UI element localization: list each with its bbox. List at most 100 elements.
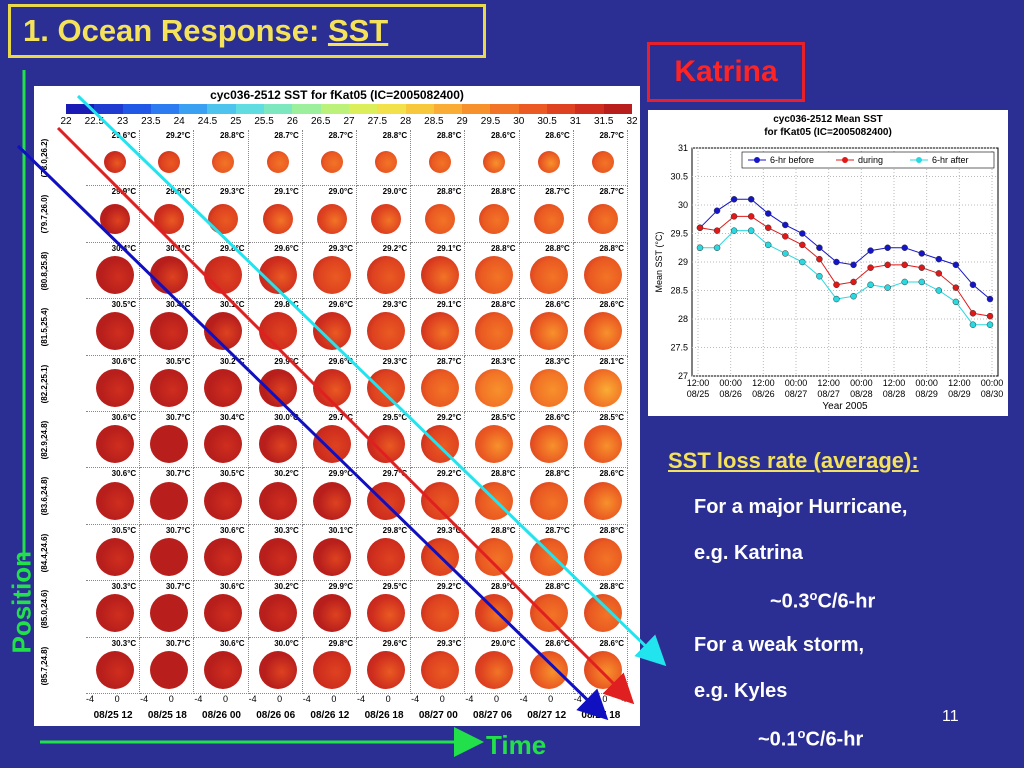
mean-sst-chart: cyc036-2512 Mean SST for fKat05 (IC=20050… [648,110,1008,416]
sst-map-cell: 29.5°C [357,412,412,469]
sst-disc [583,312,622,351]
sst-map-cell: 29.2°C [140,130,195,187]
sst-value-label: 28.5°C [599,413,624,422]
colorbar-tick-label: 25 [230,116,242,127]
row-position-label: (85.7,24.8) [40,646,49,686]
sst-value-label: 29.6°C [165,187,191,197]
sst-disc [96,425,135,464]
sst-disc [312,255,351,294]
time-label-tick: 08/27 06 [473,710,512,721]
sst-disc [312,481,351,520]
series-point [850,292,857,300]
x-tick-label: 0 [331,694,337,704]
y-tick-label: 30 [678,200,688,210]
sst-map-cell: 29.9°C [248,355,303,412]
series-point [986,295,994,303]
sst-value-label: 28.8°C [382,131,408,140]
note-line-major: For a major Hurricane, [694,496,908,518]
colorbar-swatch [575,104,604,114]
slide-title: 1. Ocean Response: SST [8,4,486,58]
sst-disc [258,425,297,464]
x-tick-date: 08/27 [817,389,840,399]
series-point [782,250,789,257]
sst-disc [421,312,460,351]
sst-disc [529,594,568,633]
sst-disc [312,537,351,576]
sst-value-label: 29.0°C [328,187,353,197]
sst-value-label: 29.1°C [274,187,299,197]
sst-map-cell: 28.6°C [519,637,574,694]
sst-map-cell: 29.0°C [357,186,412,243]
sst-map-cell: 29.7°C [357,468,412,525]
sst-map-cell: 28.8°C [465,186,520,243]
sst-value-label: 28.6°C [599,638,624,648]
sst-value-label: 30.6°C [111,469,137,479]
sst-map-cell: 28.8°C [573,581,628,638]
sst-value-label: 30.2°C [220,356,245,366]
sst-value-label: 28.8°C [491,300,516,310]
sst-value-label: 28.6°C [545,300,570,310]
x-tick-label: -4 [573,694,582,704]
x-tick-date: 08/26 [752,389,775,399]
sst-disc [154,203,185,234]
series-point [730,213,738,220]
sst-map-cell: 29.2°C [411,412,466,469]
panel-title: cyc036-2512 SST for fKat05 (IC=200508240… [210,88,464,102]
sst-map-cell: 29.6°C [86,130,141,187]
time-label-tick: 08/27 00 [418,710,458,721]
sst-disc [425,203,456,234]
series-point [935,255,943,263]
row-position-label: (79.7,26.0) [40,195,49,234]
time-label: Time [486,730,547,760]
sst-map-cell: 29.1°C [411,242,466,300]
sst-disc [475,255,514,294]
sst-value-label: 29.3°C [382,300,408,310]
time-label-tick: 08/27 12 [527,710,567,721]
series-point [867,247,874,254]
sst-disc [96,312,135,351]
sst-value-label: 29.8°C [328,638,353,648]
sst-disc [150,537,189,576]
sst-disc [475,312,514,351]
sst-disc [533,203,564,234]
sst-map-cell: 30.0°C [248,412,303,469]
sst-disc [421,481,460,520]
slide-title-emphasis: SST [327,13,389,48]
sst-disc [150,368,189,407]
sst-disc [258,481,297,520]
sst-disc [475,425,514,464]
y-tick-label: 27 [678,371,688,381]
sst-value-label: 28.6°C [545,413,570,422]
x-tick-time: 12:00 [817,378,840,388]
sst-map-cell: 30.5°C [194,468,249,525]
sst-map-cell: 30.3°C [248,524,303,582]
sst-map-cell: 28.7°C [411,355,466,412]
sst-value-label: 30.3°C [111,582,137,592]
sst-value-label: 30.2°C [274,582,299,592]
sst-disc [208,203,239,234]
sst-disc [96,650,135,689]
note-line-weak: For a weak storm, [694,634,865,656]
sst-map-cell: 29.3°C [411,524,466,582]
sst-disc [421,650,460,689]
sst-map-cell: 29.3°C [302,242,357,300]
sst-disc [212,151,235,174]
series-point [833,295,840,303]
sst-map-cell: 28.5°C [465,412,520,469]
sst-value-label: 29.2°C [382,243,408,253]
time-label-tick: 08/25 12 [93,710,133,721]
sst-map-cell: 28.8°C [194,130,249,187]
sst-disc [258,312,297,351]
page-number: 11 [942,708,959,725]
time-axis: -4 0 08/25 12 -4 0 08/25 18 -4 0 08/26 00 -4 0 08/2… [34,692,640,726]
sst-map-cell: 29.3°C [411,637,466,694]
sst-disc [150,650,189,689]
sst-value-label: 30.0°C [274,413,299,422]
sst-disc [421,255,460,294]
y-tick-label: 29.5 [670,229,688,239]
legend-marker [916,157,922,163]
sst-disc [421,368,460,407]
sst-map-cell: 28.8°C [465,299,520,356]
sst-map-cell: 29.0°C [465,637,520,694]
row-position-label: (83.6,24.8) [40,477,49,516]
